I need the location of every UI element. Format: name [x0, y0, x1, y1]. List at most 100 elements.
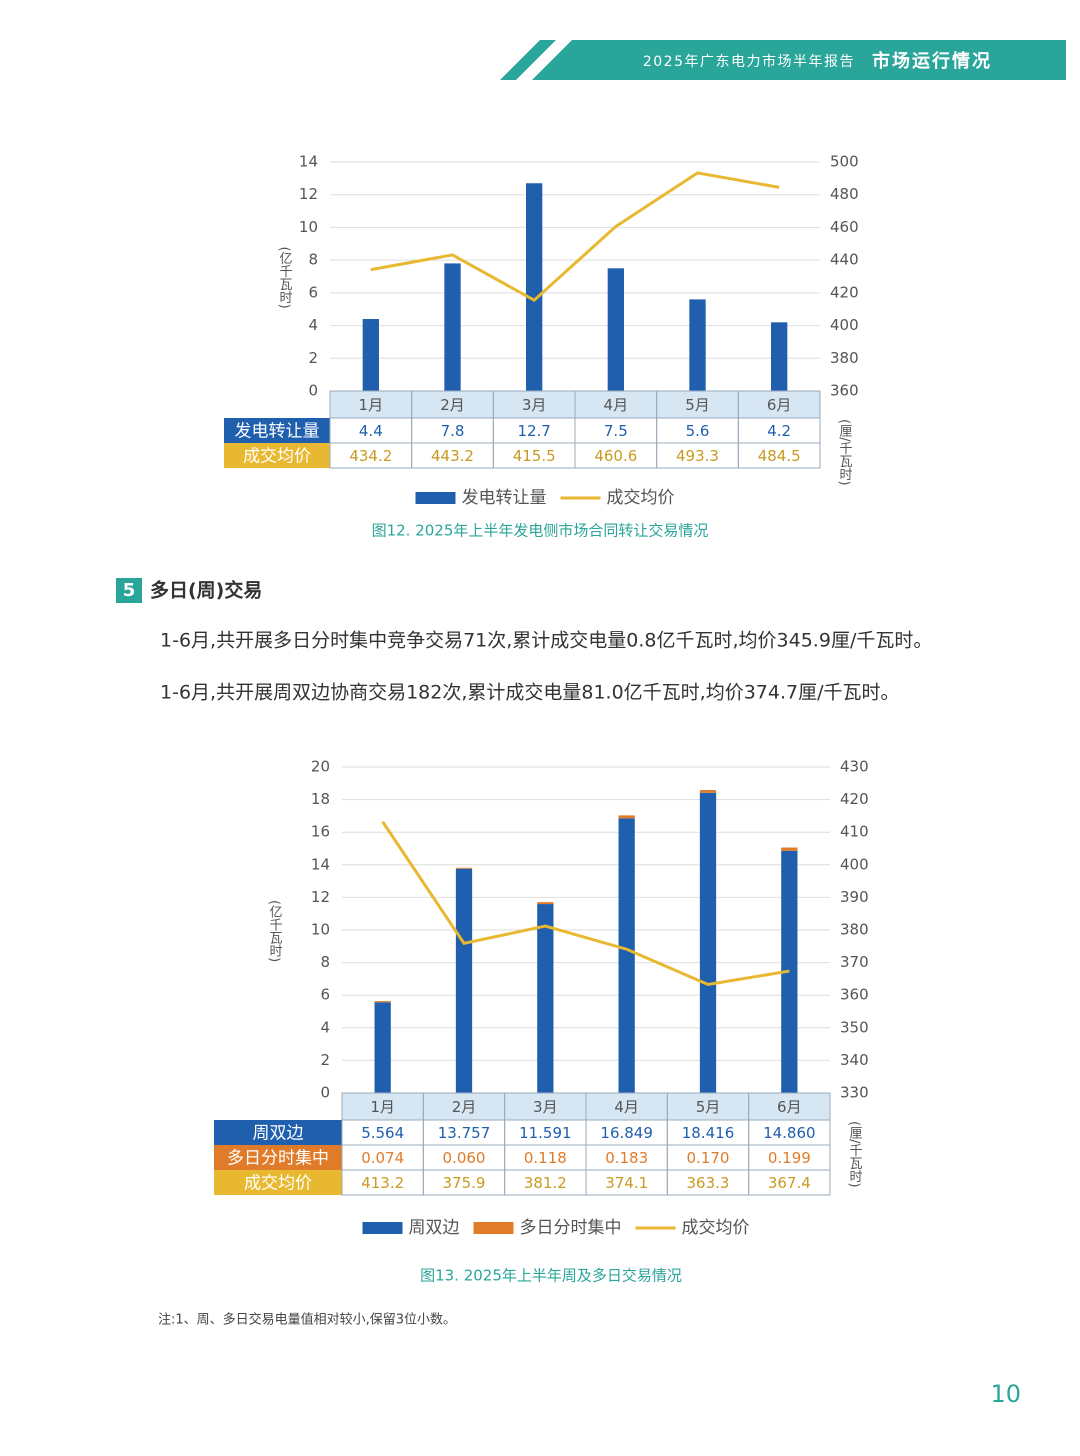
table-value: 363.3 — [687, 1174, 730, 1192]
y-tick-label: 2 — [320, 1051, 330, 1069]
table-value: 0.060 — [443, 1149, 486, 1167]
table-value: 443.2 — [431, 447, 474, 465]
table-value: 493.3 — [676, 447, 719, 465]
table-value: 1月 — [359, 396, 384, 414]
paragraph: 1-6月,共开展周双边协商交易182次,累计成交电量81.0亿千瓦时,均价374… — [160, 682, 900, 704]
table-value: 381.2 — [524, 1174, 567, 1192]
y2-tick-label: 400 — [830, 316, 859, 334]
page-number: 10 — [990, 1380, 1021, 1408]
y2-tick-label: 380 — [840, 921, 869, 939]
section-badge — [116, 578, 142, 603]
paragraph: 1-6月,共开展多日分时集中竞争交易71次,累计成交电量0.8亿千瓦时,均价34… — [160, 630, 932, 652]
bar — [362, 319, 379, 391]
bar — [537, 904, 554, 1093]
table-value: 7.8 — [441, 422, 465, 440]
legend-label: 多日分时集中 — [520, 1218, 622, 1238]
y2-tick-label: 360 — [840, 986, 869, 1004]
y2-tick-label: 380 — [830, 349, 859, 367]
legend-swatch — [473, 1222, 514, 1234]
chart-caption: 图12. 2025年上半年发电侧市场合同转让交易情况 — [372, 522, 709, 540]
legend-swatch — [362, 1222, 403, 1234]
line-series — [381, 820, 790, 986]
table-name-cell — [224, 443, 330, 468]
table-value: 18.416 — [682, 1124, 735, 1142]
y2-tick-label: 370 — [840, 953, 869, 971]
table-name-cell — [214, 1170, 342, 1195]
table-value: 7.5 — [604, 422, 628, 440]
table-value: 367.4 — [768, 1174, 811, 1192]
y2-tick-label: 430 — [840, 758, 869, 776]
table-value: 5.564 — [361, 1124, 404, 1142]
y2-tick-label: 390 — [840, 888, 869, 906]
y2-axis-label: (厘/千瓦时) — [837, 419, 853, 486]
table-value: 6月 — [767, 396, 792, 414]
table-value: 4月 — [614, 1098, 639, 1116]
header-bar — [532, 40, 1066, 80]
table-value: 1月 — [370, 1098, 395, 1116]
legend-swatch — [415, 492, 456, 504]
table-value: 13.757 — [438, 1124, 491, 1142]
y-tick-label: 12 — [311, 888, 330, 906]
bar — [526, 183, 543, 391]
table-value: 3月 — [522, 396, 547, 414]
y-axis-label: (亿千瓦时) — [277, 247, 293, 309]
report-title: 2025年广东电力市场半年报告 — [643, 53, 855, 70]
chart-caption: 图13. 2025年上半年周及多日交易情况 — [420, 1267, 682, 1285]
y-tick-label: 8 — [320, 953, 330, 971]
table-value: 374.1 — [605, 1174, 648, 1192]
bar — [455, 867, 473, 869]
y-tick-label: 0 — [320, 1084, 330, 1102]
bar — [537, 902, 554, 905]
table-value: 4.2 — [767, 422, 791, 440]
y2-axis-label: (厘/千瓦时) — [847, 1121, 863, 1188]
legend-label: 发电转让量 — [462, 488, 547, 508]
bar — [374, 1001, 391, 1003]
table-value: 413.2 — [361, 1174, 404, 1192]
section-number: 5 — [123, 580, 136, 601]
bar — [455, 868, 473, 1093]
table-value: 2月 — [452, 1098, 477, 1116]
table-value: 0.199 — [768, 1149, 811, 1167]
table-value: 2月 — [440, 396, 465, 414]
y-axis-label: (亿千瓦时) — [267, 900, 283, 962]
bar — [444, 263, 461, 391]
y2-tick-label: 410 — [840, 823, 869, 841]
table-value: 5月 — [696, 1098, 721, 1116]
bar — [618, 815, 635, 819]
line-series — [370, 171, 780, 303]
bar — [781, 847, 798, 851]
table-value: 460.6 — [594, 447, 637, 465]
y-tick-label: 14 — [299, 153, 318, 171]
table-value: 4.4 — [359, 422, 383, 440]
y-tick-label: 0 — [308, 382, 318, 400]
table-name-cell — [214, 1145, 342, 1170]
bar — [374, 1002, 391, 1093]
y-tick-label: 10 — [311, 921, 330, 939]
table-series-name: 成交均价 — [243, 447, 311, 467]
table-value: 12.7 — [517, 422, 550, 440]
y2-tick-label: 440 — [830, 251, 859, 269]
table-series-name: 成交均价 — [244, 1174, 312, 1194]
y2-tick-label: 340 — [840, 1051, 869, 1069]
y-tick-label: 4 — [308, 316, 318, 334]
legend-label: 成交均价 — [682, 1218, 750, 1238]
table-value: 484.5 — [758, 447, 801, 465]
y-tick-label: 10 — [299, 218, 318, 236]
table-value: 5.6 — [686, 422, 710, 440]
bar — [689, 299, 706, 391]
header-stripe — [500, 40, 556, 80]
table-value: 3月 — [533, 1098, 558, 1116]
table-value: 11.591 — [519, 1124, 572, 1142]
table-value: 14.860 — [763, 1124, 816, 1142]
table-value: 375.9 — [443, 1174, 486, 1192]
table-value: 0.074 — [361, 1149, 404, 1167]
table-value: 0.170 — [687, 1149, 730, 1167]
table-value: 6月 — [777, 1098, 802, 1116]
table-value: 4月 — [604, 396, 629, 414]
y-tick-label: 6 — [308, 283, 318, 301]
bar — [699, 792, 717, 1093]
section-title: 市场运行情况 — [872, 50, 992, 72]
y-tick-label: 8 — [308, 251, 318, 269]
